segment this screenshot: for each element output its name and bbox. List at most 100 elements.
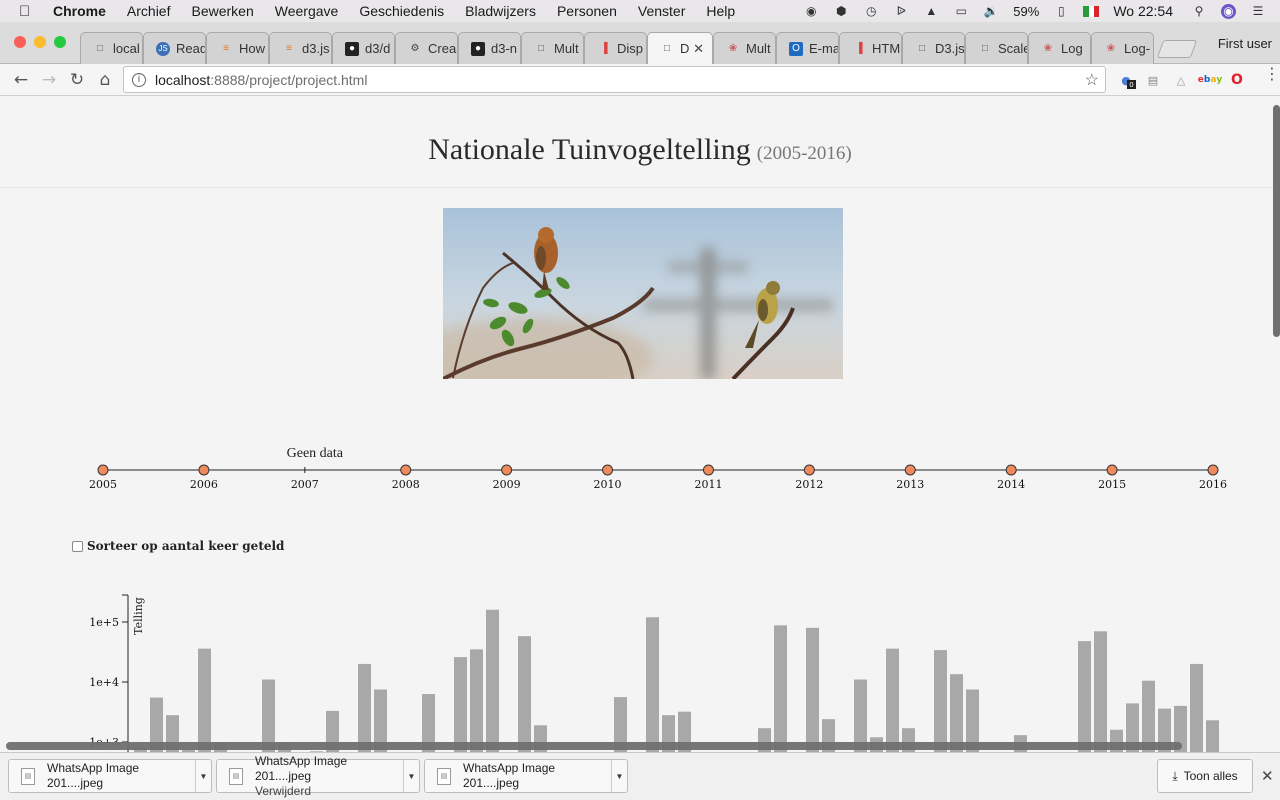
chart-bar[interactable]	[1078, 641, 1091, 752]
chart-bar[interactable]	[422, 694, 435, 752]
menu-archief[interactable]: Archief	[126, 3, 171, 19]
battery-icon[interactable]: ▯	[1058, 4, 1065, 18]
chart-bar[interactable]	[326, 710, 339, 752]
browser-tab[interactable]: O E-ma	[776, 32, 839, 64]
browser-tab[interactable]: ≡ d3.js	[269, 32, 332, 64]
timeline-year-label[interactable]: 2013	[896, 478, 924, 491]
flag-italy-icon[interactable]	[1083, 5, 1100, 17]
wifi-icon[interactable]: ▲	[925, 4, 938, 18]
chart-bar[interactable]	[934, 650, 947, 752]
chart-bar[interactable]	[150, 697, 163, 752]
menu-bewerken[interactable]: Bewerken	[191, 3, 254, 19]
bluetooth-icon[interactable]: ᐉ	[896, 4, 906, 18]
browser-tab[interactable]: ⚙ Crea	[395, 32, 458, 64]
chart-bar[interactable]	[950, 674, 963, 752]
chart-bar[interactable]	[486, 609, 499, 752]
airplay-icon[interactable]: ▭	[955, 4, 967, 18]
sort-toggle[interactable]: Sorteer op aantal keer geteld	[72, 539, 284, 553]
timeline-year-label[interactable]: 2009	[493, 478, 521, 491]
browser-tab[interactable]: □ D3.js	[902, 32, 965, 64]
address-bar[interactable]: i localhost:8888/project/project.html ☆	[123, 66, 1106, 93]
timeline-year-label[interactable]: 2014	[997, 478, 1025, 491]
chart-bar[interactable]	[966, 689, 979, 752]
bookmark-star-icon[interactable]: ☆	[1084, 71, 1099, 89]
package-icon[interactable]: ⬢	[836, 4, 847, 18]
siri-icon[interactable]: ◉	[1221, 3, 1236, 19]
browser-tab[interactable]: □ Scale	[965, 32, 1028, 64]
extension-ghostery-icon[interactable]: ●	[1121, 73, 1131, 87]
download-item[interactable]: ▤ WhatsApp Image 201....jpeg Verwijderd ▼	[216, 754, 420, 798]
menu-bladwijzers[interactable]: Bladwijzers	[465, 3, 536, 19]
download-item[interactable]: ▤ WhatsApp Image 201....jpeg ▼	[424, 759, 628, 793]
timeline-year-dot[interactable]	[1207, 464, 1219, 476]
chart-bar[interactable]	[1094, 631, 1107, 752]
menubar-clock[interactable]: Wo 22:54	[1113, 3, 1173, 19]
chart-bar[interactable]	[1126, 703, 1139, 752]
vertical-scrollbar[interactable]	[1273, 105, 1280, 337]
back-arrow-icon[interactable]: ←	[13, 70, 29, 90]
close-icon[interactable]: ✕	[1261, 768, 1274, 785]
extension-opera-icon[interactable]: O	[1231, 72, 1243, 88]
browser-tab[interactable]: ▐ HTM	[839, 32, 902, 64]
chart-bar[interactable]	[374, 689, 387, 752]
timeline-year-dot[interactable]	[1005, 464, 1017, 476]
notification-center-icon[interactable]: ☰	[1252, 4, 1264, 18]
chevron-down-icon[interactable]: ▼	[403, 760, 419, 792]
chevron-down-icon[interactable]: ▼	[611, 760, 627, 792]
battery-percentage[interactable]: 59%	[1013, 3, 1040, 19]
timeline-year-dot[interactable]	[803, 464, 815, 476]
timeline-year-dot[interactable]	[904, 464, 916, 476]
menu-venster[interactable]: Venster	[637, 3, 686, 19]
timeline-year-dot[interactable]	[602, 464, 614, 476]
maximize-window-button[interactable]	[54, 36, 66, 48]
timeline-year-dot[interactable]	[198, 464, 210, 476]
reload-icon[interactable]: ↻	[69, 70, 85, 90]
chart-bar[interactable]	[198, 648, 211, 752]
chart-bar[interactable]	[886, 648, 899, 752]
extension-document-icon[interactable]: ▤	[1147, 73, 1159, 87]
home-icon[interactable]: ⌂	[99, 70, 111, 90]
timeline-year-label[interactable]: 2015	[1098, 478, 1126, 491]
chart-bar[interactable]	[1174, 705, 1187, 752]
timeline-year-dot[interactable]	[400, 464, 412, 476]
timeline-year-dot[interactable]	[702, 464, 714, 476]
browser-tab[interactable]: ▐ Disp	[584, 32, 647, 64]
menu-weergave[interactable]: Weergave	[274, 3, 339, 19]
chart-bar[interactable]	[262, 679, 275, 752]
browser-tab[interactable]: □ local	[80, 32, 143, 64]
download-item[interactable]: ▤ WhatsApp Image 201....jpeg ▼	[8, 759, 212, 793]
timeline-year-label[interactable]: 2005	[89, 478, 117, 491]
volume-icon[interactable]: 🔉	[983, 4, 999, 18]
menu-help[interactable]: Help	[706, 3, 736, 19]
timeline-year-label[interactable]: 2006	[190, 478, 218, 491]
chart-bar[interactable]	[518, 636, 531, 752]
minimize-window-button[interactable]	[34, 36, 46, 48]
timeline-year-label[interactable]: 2011	[694, 478, 722, 491]
chart-bar[interactable]	[358, 663, 371, 752]
sort-checkbox[interactable]	[72, 540, 83, 552]
browser-tab[interactable]: ● d3/d	[332, 32, 395, 64]
browser-tab[interactable]: ≡ How	[206, 32, 269, 64]
close-tab-icon[interactable]: ✕	[693, 40, 704, 56]
browser-tab[interactable]: ❀ Log	[1028, 32, 1091, 64]
browser-tab[interactable]: JS Read	[143, 32, 206, 64]
chevron-down-icon[interactable]: ▼	[195, 760, 211, 792]
chart-bar[interactable]	[678, 711, 691, 752]
chart-bar[interactable]	[1142, 680, 1155, 752]
info-icon[interactable]: i	[132, 72, 146, 87]
time-machine-icon[interactable]: ◷	[866, 4, 877, 18]
chrome-menu-icon[interactable]: ⋮	[1264, 64, 1280, 83]
profile-name[interactable]: First user	[1217, 36, 1272, 51]
new-tab-button[interactable]	[1156, 40, 1198, 58]
chart-bar[interactable]	[182, 749, 195, 752]
chart-bar[interactable]	[310, 751, 323, 752]
close-window-button[interactable]	[14, 36, 26, 48]
apple-icon[interactable]: 	[19, 3, 37, 20]
chart-bar[interactable]	[1206, 720, 1219, 752]
menu-personen[interactable]: Personen	[556, 3, 617, 19]
timeline-year-dot[interactable]	[97, 464, 109, 476]
timeline-year-label[interactable]: 2010	[594, 478, 622, 491]
chart-bar[interactable]	[470, 649, 483, 752]
chart-bar[interactable]	[806, 627, 819, 752]
